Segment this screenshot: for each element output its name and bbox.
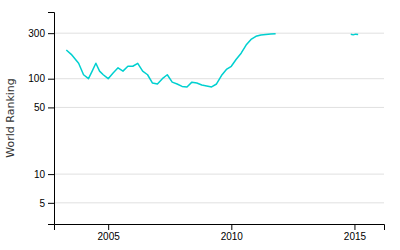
y-axis: 5 10 50 100 300 [28, 13, 54, 225]
chart: 2005 2010 2015 5 10 50 100 300 World Ranking [0, 0, 400, 250]
x-tick-label: 2005 [98, 231, 121, 242]
grid-line [54, 174, 384, 175]
y-tick: 50 [34, 102, 54, 113]
y-axis-line [48, 13, 55, 225]
y-tick-label: 10 [34, 169, 46, 180]
x-tick: 2005 [98, 224, 121, 242]
y-tick-mark [48, 79, 54, 80]
plot: 2005 2010 2015 5 10 50 100 300 [28, 13, 384, 243]
y-tick: 100 [28, 73, 54, 84]
y-tick-mark [48, 33, 54, 34]
y-tick-mark [48, 107, 54, 108]
lines [66, 34, 358, 87]
line [66, 34, 275, 87]
x-tick-mark [354, 224, 355, 230]
grid-line [54, 107, 384, 108]
x-tick: 2010 [221, 224, 244, 242]
x-tick-mark [108, 224, 109, 230]
grid-line [54, 33, 384, 34]
x-tick-label: 2015 [344, 231, 367, 242]
y-tick-label: 300 [28, 28, 45, 39]
x-tick-label: 2010 [221, 231, 244, 242]
x-tick-mark [231, 224, 232, 230]
y-tick: 5 [39, 198, 54, 209]
x-tick: 2015 [344, 224, 367, 242]
grid-line [54, 202, 384, 203]
y-tick-label: 50 [34, 102, 46, 113]
x-axis-line [55, 225, 385, 231]
y-axis-label: World Ranking [4, 78, 17, 158]
grid [54, 33, 384, 203]
y-tick-label: 5 [39, 198, 45, 209]
line [351, 33, 358, 35]
y-tick-mark [48, 174, 54, 175]
y-tick-mark [48, 203, 54, 204]
y-tick: 300 [28, 28, 54, 39]
y-tick-label: 100 [28, 73, 45, 84]
y-tick: 10 [34, 169, 54, 180]
x-axis: 2005 2010 2015 [55, 224, 385, 242]
